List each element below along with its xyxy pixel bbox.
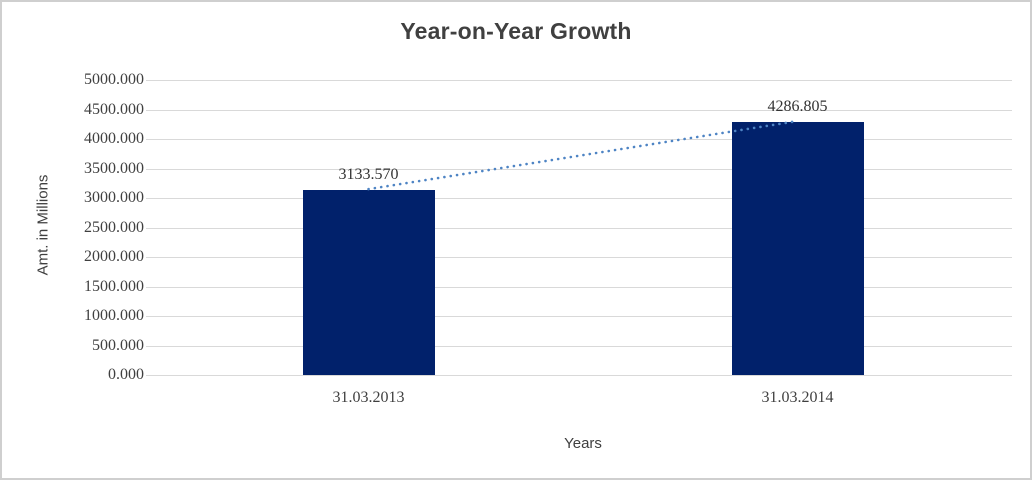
y-tick-label: 5000.000 — [84, 71, 144, 88]
bar-31.03.2014 — [731, 122, 864, 375]
bar-31.03.2013 — [302, 190, 435, 375]
y-tick-label: 1000.000 — [84, 307, 144, 324]
gridline — [154, 109, 1012, 111]
y-tick-label: 3500.000 — [84, 159, 144, 177]
y-tick-label: 4000.000 — [84, 130, 144, 147]
y-axis-tick-mark — [146, 198, 155, 199]
y-axis-tick-mark — [146, 316, 155, 317]
y-axis-tick-mark — [146, 286, 155, 288]
gridline — [154, 198, 1012, 199]
gridline — [154, 139, 1012, 140]
gridline — [154, 80, 1012, 81]
y-tick-label: 500.000 — [92, 336, 144, 354]
gridline — [154, 286, 1012, 288]
trendline — [367, 119, 799, 191]
y-axis-tick-mark — [146, 80, 155, 81]
y-axis-tick-mark — [146, 139, 155, 140]
y-axis-tick-mark — [146, 345, 155, 347]
y-axis-tick-mark — [146, 375, 155, 376]
x-axis-title: Years — [564, 435, 602, 452]
gridline — [154, 316, 1012, 317]
y-axis-tick-mark — [146, 227, 155, 229]
y-axis-tick-mark — [146, 257, 155, 258]
plot-area: 3133.570 4286.805 — [154, 80, 1012, 376]
y-tick-label: 0.000 — [108, 366, 144, 383]
gridline — [154, 168, 1012, 170]
bar-value-label: 3133.570 — [338, 166, 399, 184]
y-tick-label: 1500.000 — [84, 277, 144, 295]
bar-value-label: 4286.805 — [767, 98, 828, 116]
gridline — [154, 227, 1012, 229]
gridline — [154, 257, 1012, 258]
x-tick-label: 31.03.2014 — [761, 389, 834, 406]
y-tick-label: 3000.000 — [84, 189, 144, 206]
x-tick-label: 31.03.2013 — [332, 389, 405, 406]
y-axis-tick-mark — [146, 168, 155, 170]
gridline — [154, 345, 1012, 347]
chart-title: Year-on-Year Growth — [400, 18, 632, 44]
y-tick-label: 2500.000 — [84, 218, 144, 236]
y-tick-label: 2000.000 — [84, 248, 144, 265]
gridline — [154, 375, 1012, 376]
y-axis-tick-mark — [146, 109, 155, 111]
y-tick-label: 4500.000 — [84, 100, 144, 118]
